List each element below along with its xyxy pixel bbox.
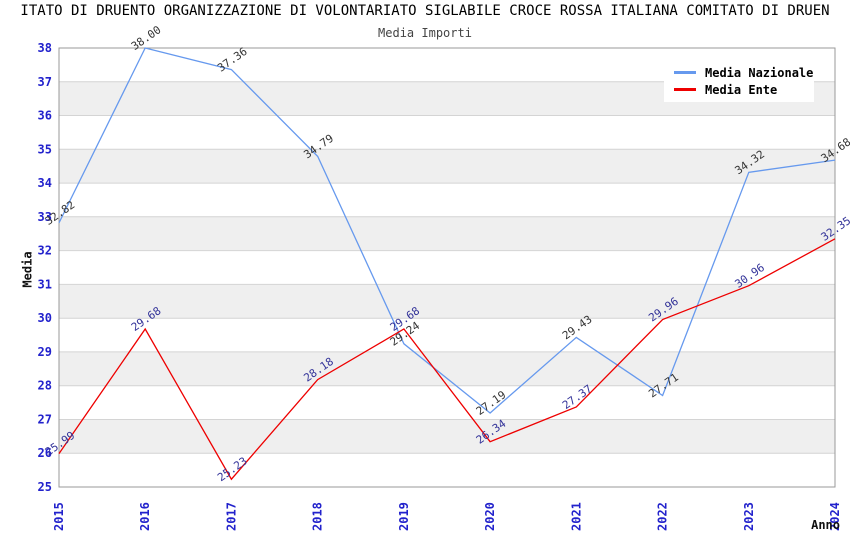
x-tick-label: 2021 bbox=[569, 502, 583, 531]
y-tick-label: 29 bbox=[38, 345, 52, 359]
y-tick-label: 38 bbox=[38, 41, 52, 55]
y-tick-label: 28 bbox=[38, 379, 52, 393]
legend-item-media-ente: Media Ente bbox=[674, 81, 814, 98]
legend-line-swatch-nazionale-icon bbox=[674, 71, 696, 74]
y-tick-label: 33 bbox=[38, 210, 52, 224]
x-tick-label: 2018 bbox=[311, 502, 325, 531]
chart-subtitle: Media Importi bbox=[378, 26, 472, 40]
plot-border bbox=[58, 47, 836, 488]
legend-label-ente: Media Ente bbox=[705, 82, 778, 97]
legend-line-swatch-ente-icon bbox=[674, 88, 696, 91]
series-line bbox=[58, 238, 836, 481]
legend-label-nazionale: Media Nazionale bbox=[705, 65, 814, 80]
y-tick-label: 34 bbox=[38, 176, 52, 190]
y-tick-label: 25 bbox=[38, 480, 52, 494]
plot-band bbox=[59, 351, 835, 386]
y-tick-label: 27 bbox=[38, 413, 52, 427]
y-tick-label: 31 bbox=[38, 277, 52, 291]
plot-band bbox=[59, 284, 835, 319]
y-tick-label: 36 bbox=[38, 109, 52, 123]
plot-band bbox=[59, 453, 835, 487]
y-tick-label: 35 bbox=[38, 142, 52, 156]
x-tick-label: 2019 bbox=[397, 502, 411, 531]
series-line bbox=[58, 47, 836, 414]
plot-band bbox=[59, 115, 835, 150]
x-tick-label: 2022 bbox=[656, 502, 670, 531]
legend: Media Nazionale Media Ente bbox=[664, 58, 814, 102]
plot-band bbox=[59, 318, 835, 352]
y-tick-label: 37 bbox=[38, 75, 52, 89]
y-tick-label: 30 bbox=[38, 311, 52, 325]
plot-band bbox=[59, 183, 835, 217]
plot-band bbox=[59, 216, 835, 251]
y-tick-label: 32 bbox=[38, 244, 52, 258]
x-tick-label: 2017 bbox=[224, 502, 238, 531]
plot-band bbox=[59, 419, 835, 454]
chart-title: ITATO DI DRUENTO ORGANIZZAZIONE DI VOLON… bbox=[20, 3, 830, 19]
legend-item-media-nazionale: Media Nazionale bbox=[674, 64, 814, 81]
plot-band bbox=[59, 149, 835, 184]
y-axis-title: Media bbox=[20, 251, 35, 288]
plot-band bbox=[59, 385, 835, 420]
x-tick-label: 2016 bbox=[138, 502, 152, 531]
x-tick-label: 2024 bbox=[828, 502, 842, 531]
x-axis-title: Anno bbox=[811, 518, 840, 532]
y-tick-label: 26 bbox=[38, 446, 52, 460]
x-tick-label: 2015 bbox=[52, 502, 66, 531]
x-tick-label: 2020 bbox=[483, 502, 497, 531]
x-tick-label: 2023 bbox=[742, 502, 756, 531]
plot-band bbox=[59, 250, 835, 285]
